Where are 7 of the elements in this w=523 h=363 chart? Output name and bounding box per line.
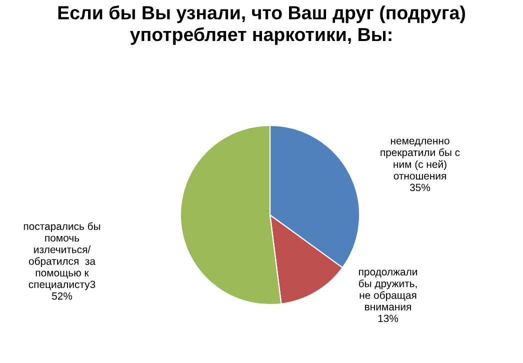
data-label: 13% [378,314,398,322]
data-label: 35% [410,184,430,192]
slice-label: немедленно прекратили бы с ним (с ней) отношения [380,138,460,180]
data-label: 52% [52,292,72,300]
slice-label: продолжали бы дружить, не обращая внимания [358,270,417,311]
slice-label: постарались бы помочь излечиться/ обратился за помощью к специалисту3 [24,222,100,290]
chart-title: Если бы Вы узнали, что Ваш друг (подруга) употребляет наркотики, Вы: [58,5,465,45]
